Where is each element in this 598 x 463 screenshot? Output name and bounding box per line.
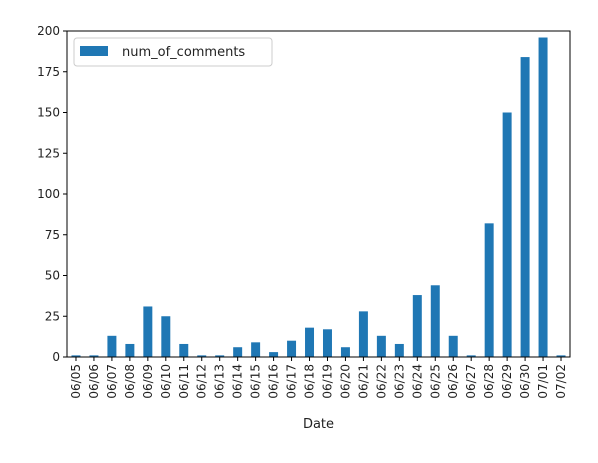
bar-06-28 — [484, 223, 494, 357]
x-tick-label: 06/30 — [518, 364, 532, 399]
bar-06-13 — [215, 355, 225, 357]
bar-06-25 — [430, 285, 440, 357]
x-tick-label: 06/22 — [374, 364, 388, 399]
y-tick-label: 50 — [45, 269, 60, 283]
bar-07-01 — [538, 37, 548, 358]
y-axis-ticks: 0 25 50 75 100 125 150 175 200 — [37, 24, 67, 364]
bars-group — [71, 37, 566, 358]
x-tick-label: 06/10 — [159, 364, 173, 399]
bar-06-10 — [161, 316, 171, 357]
bar-06-20 — [340, 347, 350, 357]
bar-06-08 — [125, 343, 135, 357]
bar-06-24 — [412, 295, 422, 357]
legend-box — [73, 37, 273, 67]
bar-06-15 — [251, 342, 261, 357]
bar-06-19 — [322, 329, 332, 357]
y-tick-label: 25 — [45, 309, 60, 323]
bar-06-30 — [520, 57, 530, 358]
bar-06-09 — [143, 306, 153, 357]
y-tick-label: 175 — [37, 65, 60, 79]
bar-06-18 — [305, 327, 315, 357]
bar-06-11 — [179, 343, 189, 357]
x-tick-label: 06/20 — [338, 364, 352, 399]
x-axis-label: Date — [303, 417, 334, 432]
bar-06-05 — [71, 355, 81, 357]
x-tick-label: 06/05 — [69, 364, 83, 399]
plot-area-frame — [66, 30, 571, 358]
x-tick-label: 06/11 — [177, 364, 191, 399]
bar-06-14 — [233, 347, 243, 357]
bar-06-21 — [358, 311, 368, 357]
x-tick-label: 06/17 — [285, 364, 299, 399]
x-tick-label: 06/19 — [320, 364, 334, 399]
bar-06-12 — [197, 355, 207, 357]
y-tick-label: 200 — [37, 24, 60, 38]
bar-06-17 — [287, 340, 297, 357]
x-tick-label: 06/27 — [464, 364, 478, 399]
x-tick-label: 06/25 — [428, 364, 442, 399]
x-tick-label: 06/24 — [410, 364, 424, 399]
x-tick-label: 06/26 — [446, 364, 460, 399]
x-tick-label: 06/14 — [231, 364, 245, 399]
x-tick-label: 06/18 — [303, 364, 317, 399]
x-tick-label: 07/01 — [536, 364, 550, 399]
x-tick-label: 06/16 — [267, 364, 281, 399]
x-tick-label: 06/07 — [105, 364, 119, 399]
bar-06-16 — [269, 352, 279, 357]
x-axis-ticks: 06/05 06/06 06/07 06/08 06/09 06/10 06/11 06/12… — [69, 357, 568, 399]
x-tick-label: 06/06 — [87, 364, 101, 399]
bar-07-02 — [556, 355, 566, 357]
bar-06-23 — [394, 343, 404, 357]
x-tick-label: 06/13 — [213, 364, 227, 399]
y-tick-label: 150 — [37, 106, 60, 120]
x-tick-label: 06/21 — [356, 364, 370, 399]
x-tick-label: 06/09 — [141, 364, 155, 399]
bar-06-06 — [89, 355, 99, 357]
y-tick-label: 125 — [37, 146, 60, 160]
x-tick-label: 07/02 — [554, 364, 568, 399]
bar-06-26 — [448, 335, 458, 357]
bar-06-29 — [502, 112, 512, 357]
bar-06-27 — [466, 355, 476, 357]
x-tick-label: 06/15 — [249, 364, 263, 399]
bar-06-07 — [107, 335, 117, 357]
x-tick-label: 06/08 — [123, 364, 137, 399]
y-tick-label: 75 — [45, 228, 60, 242]
legend-swatch — [80, 46, 108, 56]
x-tick-label: 06/28 — [482, 364, 496, 399]
legend: num_of_comments — [73, 37, 273, 67]
legend-label: num_of_comments — [122, 45, 245, 60]
x-tick-label: 06/23 — [392, 364, 406, 399]
x-tick-label: 06/12 — [195, 364, 209, 399]
bar-06-22 — [376, 335, 386, 357]
y-tick-label: 0 — [52, 350, 60, 364]
x-tick-label: 06/29 — [500, 364, 514, 399]
y-tick-label: 100 — [37, 187, 60, 201]
